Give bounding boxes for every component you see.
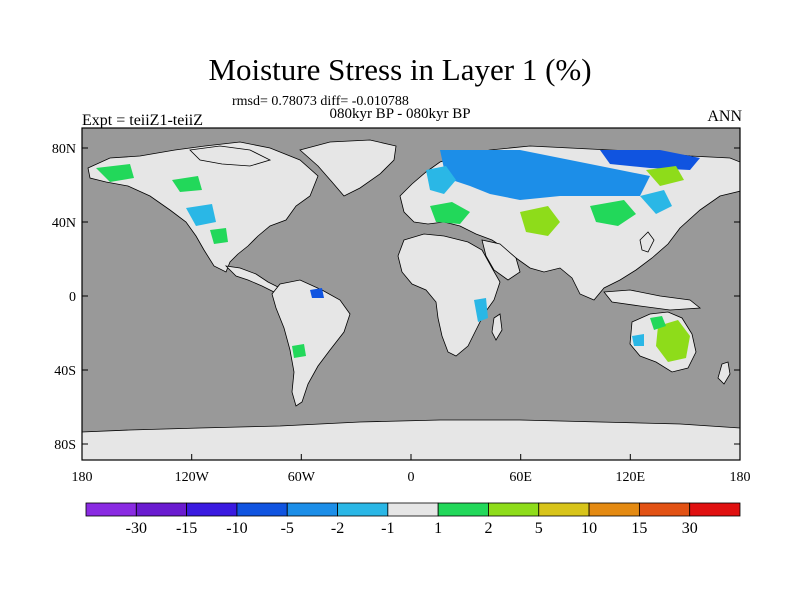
y-tick-label: 40S	[54, 364, 76, 379]
colorbar-label: -2	[331, 520, 344, 537]
colorbar: -30 -15 -10 -5 -2 -1 1 2 5 10 15 30	[85, 502, 741, 537]
patch-australia-west	[632, 334, 644, 346]
anomaly-patches	[96, 150, 700, 362]
stats-line: rmsd= 0.78073 diff= -0.010788	[232, 94, 409, 109]
map-layer	[82, 139, 740, 460]
colorbar-label: 2	[484, 520, 492, 537]
colorbar-label: -5	[281, 520, 294, 537]
colorbar-label: -1	[381, 520, 394, 537]
arctic-islands	[189, 145, 272, 167]
south-america	[271, 279, 351, 407]
x-tick-label: 120W	[175, 470, 210, 485]
colorbar-swatch	[488, 502, 540, 517]
colorbar-swatch	[286, 502, 338, 517]
colorbar-swatch	[689, 502, 741, 517]
patch-alaska	[96, 164, 134, 182]
x-tick-label: 180	[730, 470, 751, 485]
patch-central-asia	[520, 206, 560, 236]
colorbar-swatch	[236, 502, 288, 517]
colorbar-label: 30	[682, 520, 698, 537]
y-tick-label: 0	[69, 290, 76, 305]
experiment-label: Expt = teiiZ1-teiiZ	[82, 112, 203, 129]
patch-africa-east	[474, 298, 488, 322]
patch-scandinavia	[426, 166, 456, 194]
x-tick-label: 120E	[616, 470, 646, 485]
period-label: 080kyr BP - 080kyr BP	[329, 106, 471, 122]
patch-australia-outer	[650, 316, 666, 330]
patch-yamal	[646, 166, 684, 186]
y-axis: 80N 40N 0 40S 80S	[52, 142, 740, 453]
x-axis: 180 120W 60W 0 60E 120E 180	[72, 454, 751, 485]
greenland	[299, 139, 397, 197]
colorbar-label: -30	[126, 520, 147, 537]
colorbar-label: 5	[535, 520, 543, 537]
patch-australia	[656, 320, 690, 362]
arabia	[481, 239, 521, 281]
patch-amazon	[310, 288, 324, 298]
patch-us	[210, 228, 228, 244]
colorbar-label: 15	[631, 520, 647, 537]
colorbar-swatch	[387, 502, 439, 517]
season-label: ANN	[707, 108, 742, 125]
japan	[639, 231, 655, 253]
madagascar	[491, 313, 503, 341]
colorbar-swatch	[85, 502, 137, 517]
patch-siberia	[440, 150, 650, 200]
colorbar-swatch	[337, 502, 389, 517]
y-tick-label: 80N	[52, 142, 76, 157]
colorbar-label: 10	[581, 520, 597, 537]
colorbar-label: -10	[226, 520, 247, 537]
colorbar-swatch	[437, 502, 489, 517]
colorbar-label: 1	[434, 520, 442, 537]
patch-europe-green	[430, 202, 470, 224]
maritime-continent	[603, 289, 702, 311]
colorbar-label: -15	[176, 520, 197, 537]
x-tick-label: 0	[408, 470, 415, 485]
colorbar-swatch	[588, 502, 640, 517]
colorbar-swatch	[638, 502, 691, 517]
patch-patagonia	[292, 344, 306, 358]
y-tick-label: 40N	[52, 216, 76, 231]
colorbar-swatch	[186, 502, 238, 517]
patch-siberia-dark	[600, 150, 700, 170]
patch-canada-blue	[186, 204, 216, 226]
patch-east-asia	[640, 190, 672, 214]
x-tick-label: 180	[72, 470, 93, 485]
colorbar-swatch	[538, 502, 590, 517]
x-tick-label: 60E	[509, 470, 532, 485]
map-title: Moisture Stress in Layer 1 (%)	[208, 52, 592, 87]
new-zealand	[717, 361, 731, 385]
x-tick-label: 60W	[288, 470, 316, 485]
patch-canada-green	[172, 176, 202, 192]
patch-mongolia	[590, 200, 636, 226]
africa	[397, 233, 501, 357]
y-tick-label: 80S	[54, 438, 76, 453]
colorbar-swatch	[135, 502, 188, 517]
antarctica	[82, 419, 740, 460]
